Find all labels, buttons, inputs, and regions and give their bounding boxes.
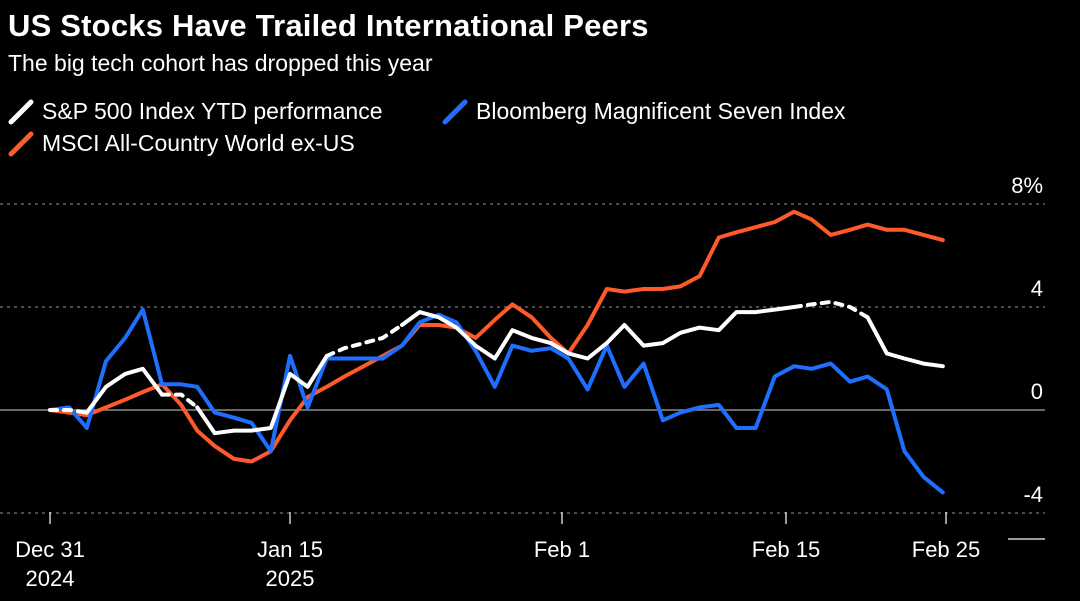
x-tick-label: Feb 1	[534, 537, 590, 562]
y-tick-label: 0	[1031, 379, 1043, 404]
x-tick-label: Dec 31	[15, 537, 85, 562]
y-tick-label: -4	[1023, 482, 1043, 507]
legend-label-mag7: Bloomberg Magnificent Seven Index	[476, 98, 846, 124]
series-line-mag7	[48, 307, 945, 495]
legend-swatch-mag7	[442, 99, 468, 124]
x-tick-label: Jan 15	[257, 537, 323, 562]
x-tick-sublabel: 2024	[26, 566, 75, 591]
legend-item-msci: MSCI All-Country World ex-US	[8, 130, 355, 157]
series-line-sp500-dashed	[792, 299, 870, 320]
legend-label-sp500: S&P 500 Index YTD performance	[42, 98, 383, 124]
legend-item-mag7: Bloomberg Magnificent Seven Index	[442, 98, 846, 125]
chart-title: US Stocks Have Trailed International Pee…	[8, 8, 649, 43]
grid-layer	[0, 203, 1045, 514]
x-tick-label: Feb 15	[752, 537, 821, 562]
y-tick-label: 4	[1031, 276, 1043, 301]
axis-layer: 8% 4 0 -4 Dec 31 2024 Jan 15 2025 Feb 1 Feb 15 Feb…	[15, 173, 1045, 591]
series-mag7	[48, 307, 945, 495]
legend-label-msci: MSCI All-Country World ex-US	[42, 130, 355, 156]
x-tick-sublabel: 2025	[266, 566, 315, 591]
series-line-sp500-dashed	[160, 392, 200, 410]
series-line-sp500	[865, 315, 945, 369]
series-line-sp500-dashed	[48, 408, 89, 415]
legend-item-sp500: S&P 500 Index YTD performance	[8, 98, 383, 125]
series-line-sp500	[84, 366, 164, 415]
x-tick-label: Feb 25	[912, 537, 981, 562]
chart-legend: S&P 500 Index YTD performance Bloomberg …	[8, 98, 1008, 168]
y-tick-label: 8%	[1011, 173, 1043, 198]
series-layer	[48, 209, 945, 495]
series-sp500	[48, 299, 945, 436]
legend-swatch-msci	[8, 131, 34, 156]
series-line-msci	[48, 209, 945, 464]
series-msci	[48, 209, 945, 464]
series-line-sp500-dashed	[324, 323, 404, 358]
series-line-sp500	[400, 305, 796, 361]
series-line-sp500	[195, 353, 329, 436]
chart-subtitle: The big tech cohort has dropped this yea…	[8, 50, 433, 76]
legend-swatch-sp500	[8, 99, 34, 124]
